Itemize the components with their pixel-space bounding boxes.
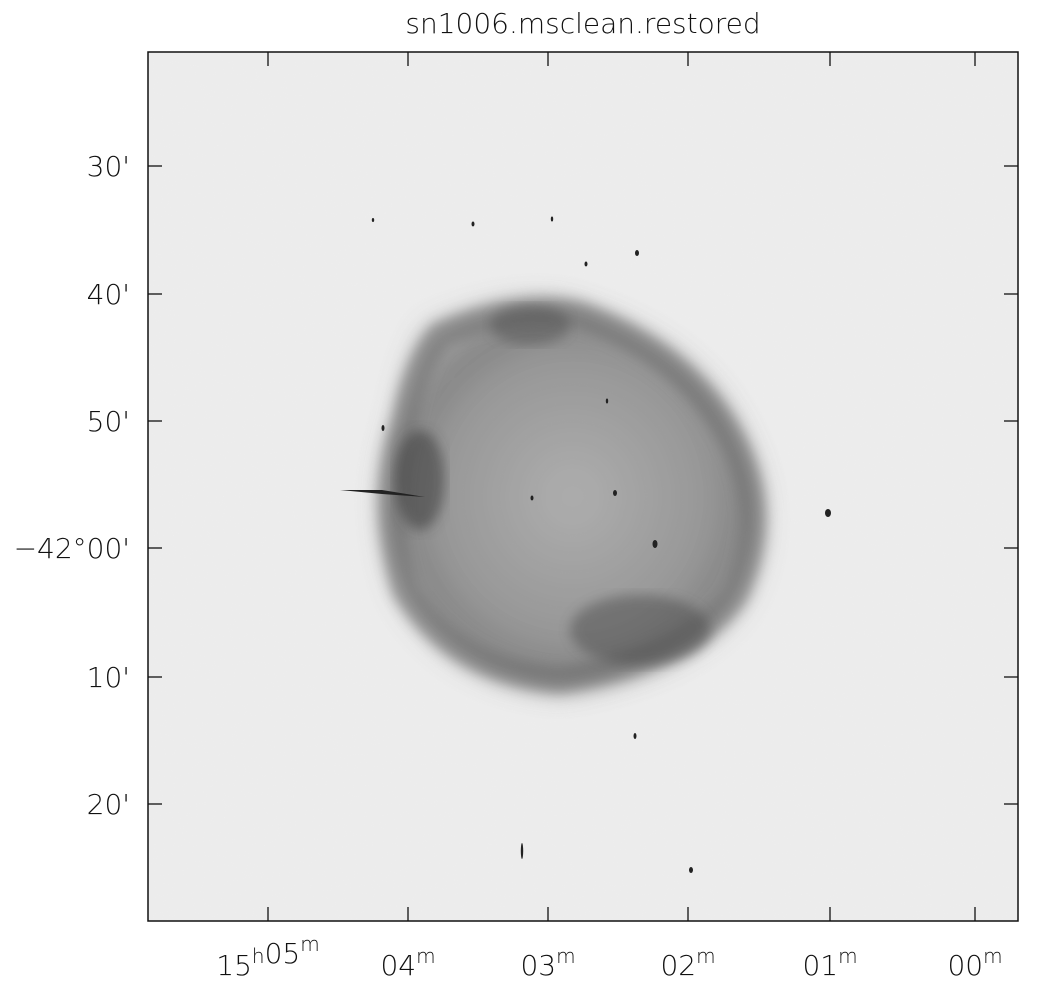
image: [148, 52, 1018, 921]
x-tick-label: 15h05m: [216, 932, 319, 982]
y-tick-label: −42°00': [14, 532, 130, 565]
y-tick-label: 50': [87, 405, 130, 438]
frame: [147, 51, 1019, 922]
superscript: m: [556, 944, 575, 968]
label-part: 02: [660, 949, 696, 982]
title: sn1006.msclean.restored: [405, 7, 760, 40]
y-tick-label: 40': [87, 278, 130, 311]
x-tick-label: 02m: [660, 944, 715, 982]
ticks: [148, 52, 1018, 921]
superscript: h: [252, 944, 265, 968]
label-part: 05: [265, 937, 301, 970]
y-tick-label: 10': [87, 661, 130, 694]
superscript: m: [696, 944, 715, 968]
x-tick-label: 00m: [947, 944, 1002, 982]
label-part: 04: [380, 949, 416, 982]
superscript: m: [983, 944, 1002, 968]
superscript: m: [838, 944, 857, 968]
label-part: 00: [947, 949, 983, 982]
x-tick-label: 03m: [520, 944, 575, 982]
x-tick-label: 04m: [380, 944, 435, 982]
label-part: 03: [520, 949, 556, 982]
y-tick-label: 30': [87, 150, 130, 183]
label-part: 01: [802, 949, 838, 982]
x-tick-label: 01m: [802, 944, 857, 982]
superscript: m: [416, 944, 435, 968]
superscript: m: [300, 932, 319, 956]
y-tick-label: 20': [87, 788, 130, 821]
label-part: 15: [216, 949, 252, 982]
